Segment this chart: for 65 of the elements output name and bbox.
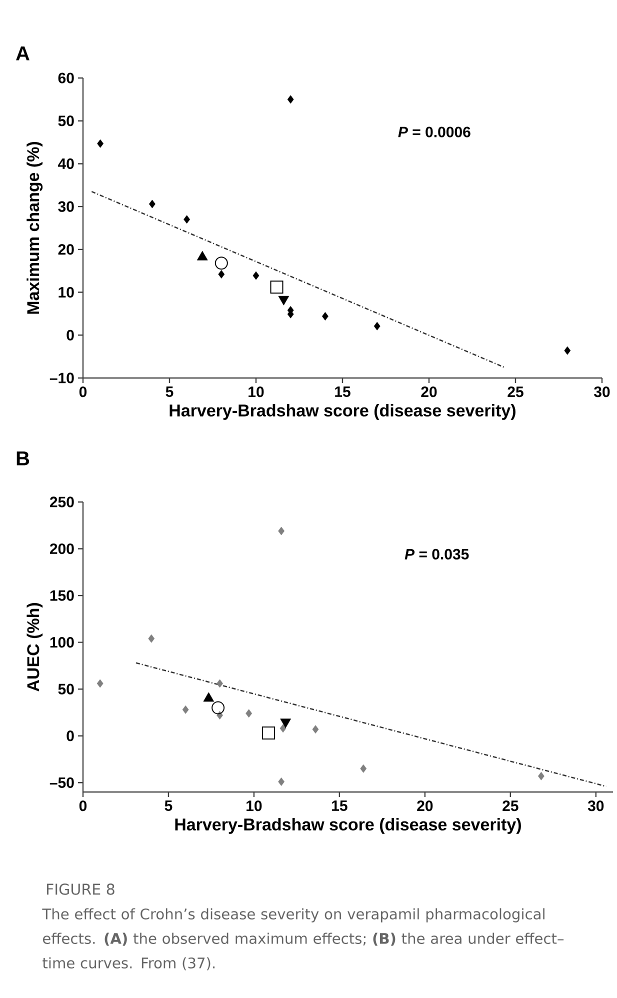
x-tick-label: 10 bbox=[248, 386, 264, 398]
y-tick-label: 50 bbox=[58, 684, 74, 694]
point bbox=[214, 256, 228, 270]
y-tick-label: –10 bbox=[50, 372, 74, 384]
point bbox=[203, 692, 214, 702]
point bbox=[287, 95, 294, 104]
point bbox=[218, 270, 225, 278]
point bbox=[212, 701, 225, 714]
x-tick-label: 15 bbox=[332, 800, 348, 811]
y-tick-label: 150 bbox=[50, 590, 74, 601]
y-tick-label: 50 bbox=[58, 116, 74, 126]
y-tick-label: 250 bbox=[50, 496, 74, 508]
point bbox=[538, 772, 544, 780]
x-tick-label: 0 bbox=[79, 800, 87, 812]
point bbox=[374, 322, 380, 330]
point bbox=[278, 526, 285, 536]
chart-title: A bbox=[16, 46, 30, 60]
point bbox=[270, 280, 284, 294]
x-tick-label: 30 bbox=[588, 800, 604, 812]
x-tick-label: 10 bbox=[246, 800, 262, 812]
y-tick-label: 0 bbox=[66, 730, 74, 742]
point bbox=[216, 679, 223, 688]
caption: FIGURE 8 bbox=[47, 884, 114, 895]
point bbox=[96, 679, 104, 688]
x-tick-label: 25 bbox=[508, 386, 524, 398]
chart-title: B bbox=[16, 452, 30, 466]
y-tick-label: –50 bbox=[50, 777, 74, 788]
x-tick-label: 5 bbox=[164, 800, 172, 811]
x-tick-label: 20 bbox=[417, 800, 433, 812]
point bbox=[322, 312, 328, 320]
y-tick-label: 40 bbox=[58, 158, 74, 170]
point bbox=[278, 778, 285, 786]
annotation: P = 0.0006 bbox=[398, 126, 470, 138]
x-tick-label: 0 bbox=[79, 386, 87, 398]
point bbox=[149, 200, 156, 208]
y-tick-label: 30 bbox=[58, 201, 74, 212]
x-tick-label: 30 bbox=[594, 386, 610, 398]
y-tick-label: 200 bbox=[50, 543, 74, 554]
point bbox=[312, 725, 319, 734]
point bbox=[148, 634, 155, 643]
y-tick-label: 100 bbox=[50, 637, 74, 648]
x-tick-label: 5 bbox=[166, 386, 174, 397]
x-axis-title: Harvery-Bradshaw score (disease severity) bbox=[175, 818, 521, 834]
x-tick-label: 20 bbox=[421, 386, 437, 398]
y-tick-label: 60 bbox=[58, 72, 74, 84]
point bbox=[280, 724, 286, 733]
y-axis-title: AUEC (%h) bbox=[26, 603, 43, 692]
x-tick-label: 25 bbox=[502, 800, 518, 812]
y-tick-label: 20 bbox=[58, 244, 74, 255]
point bbox=[184, 215, 190, 224]
point bbox=[246, 709, 252, 718]
annotation: P = 0.035 bbox=[404, 548, 469, 560]
point bbox=[252, 271, 260, 280]
point bbox=[278, 296, 290, 306]
y-tick-label: 10 bbox=[58, 286, 74, 298]
point bbox=[262, 726, 275, 740]
x-tick-label: 15 bbox=[335, 386, 350, 397]
text: The effect of Crohn’s disease severity on verapamil pharmacological effects. (A) the observed maximum effects; (B) the area under effect–time curves. From (37). bbox=[42, 908, 564, 970]
point bbox=[564, 346, 571, 355]
point bbox=[182, 705, 189, 714]
point bbox=[97, 139, 104, 148]
point bbox=[360, 764, 367, 773]
x-axis-title: Harvery-Bradshaw score (disease severity) bbox=[170, 404, 516, 420]
y-tick-label: 0 bbox=[66, 330, 74, 340]
y-axis-title: Maximum change (%) bbox=[26, 142, 43, 314]
